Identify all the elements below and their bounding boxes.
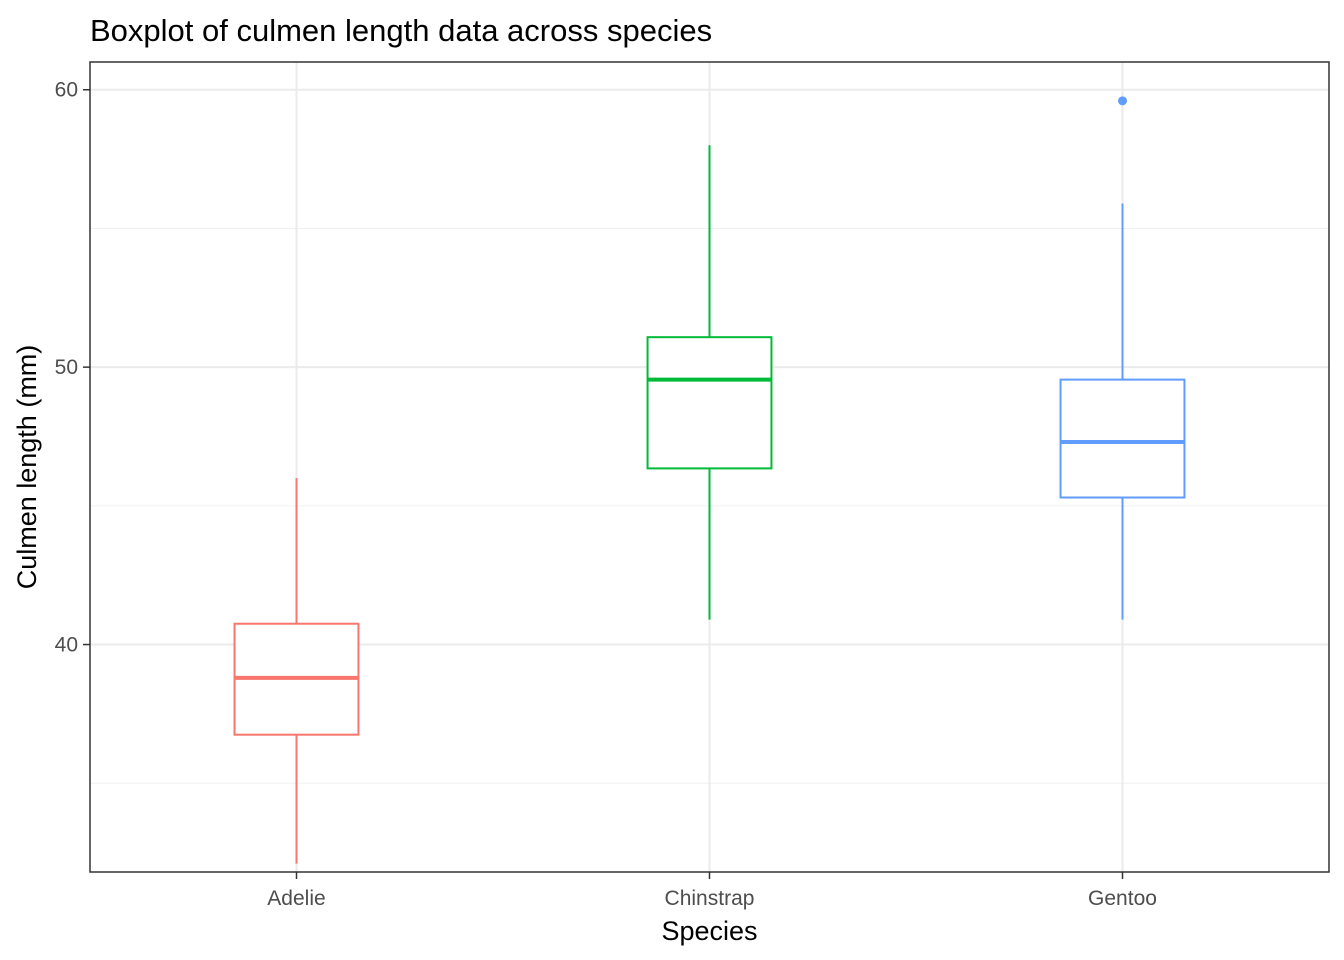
box-iqr <box>1059 378 1186 499</box>
x-tick-label: Adelie <box>267 887 325 910</box>
x-tick-label: Gentoo <box>1088 887 1157 910</box>
y-axis-title: Culmen length (mm) <box>12 345 42 590</box>
boxes-layer <box>233 96 1186 864</box>
y-tick-label: 40 <box>55 634 78 657</box>
x-axis-title: Species <box>661 916 757 946</box>
chart-title: Boxplot of culmen length data across spe… <box>90 13 712 48</box>
box-iqr <box>646 336 773 470</box>
box-group-adelie <box>233 478 360 864</box>
box-group-gentoo <box>1059 96 1186 620</box>
box-group-chinstrap <box>646 145 773 620</box>
y-axis: 40 50 60 <box>55 79 90 657</box>
y-tick-label: 60 <box>55 79 78 102</box>
y-tick-label: 50 <box>55 356 78 379</box>
outlier-point <box>1118 96 1127 106</box>
x-axis: Adelie Chinstrap Gentoo <box>267 872 1157 910</box>
x-tick-label: Chinstrap <box>665 887 755 910</box>
